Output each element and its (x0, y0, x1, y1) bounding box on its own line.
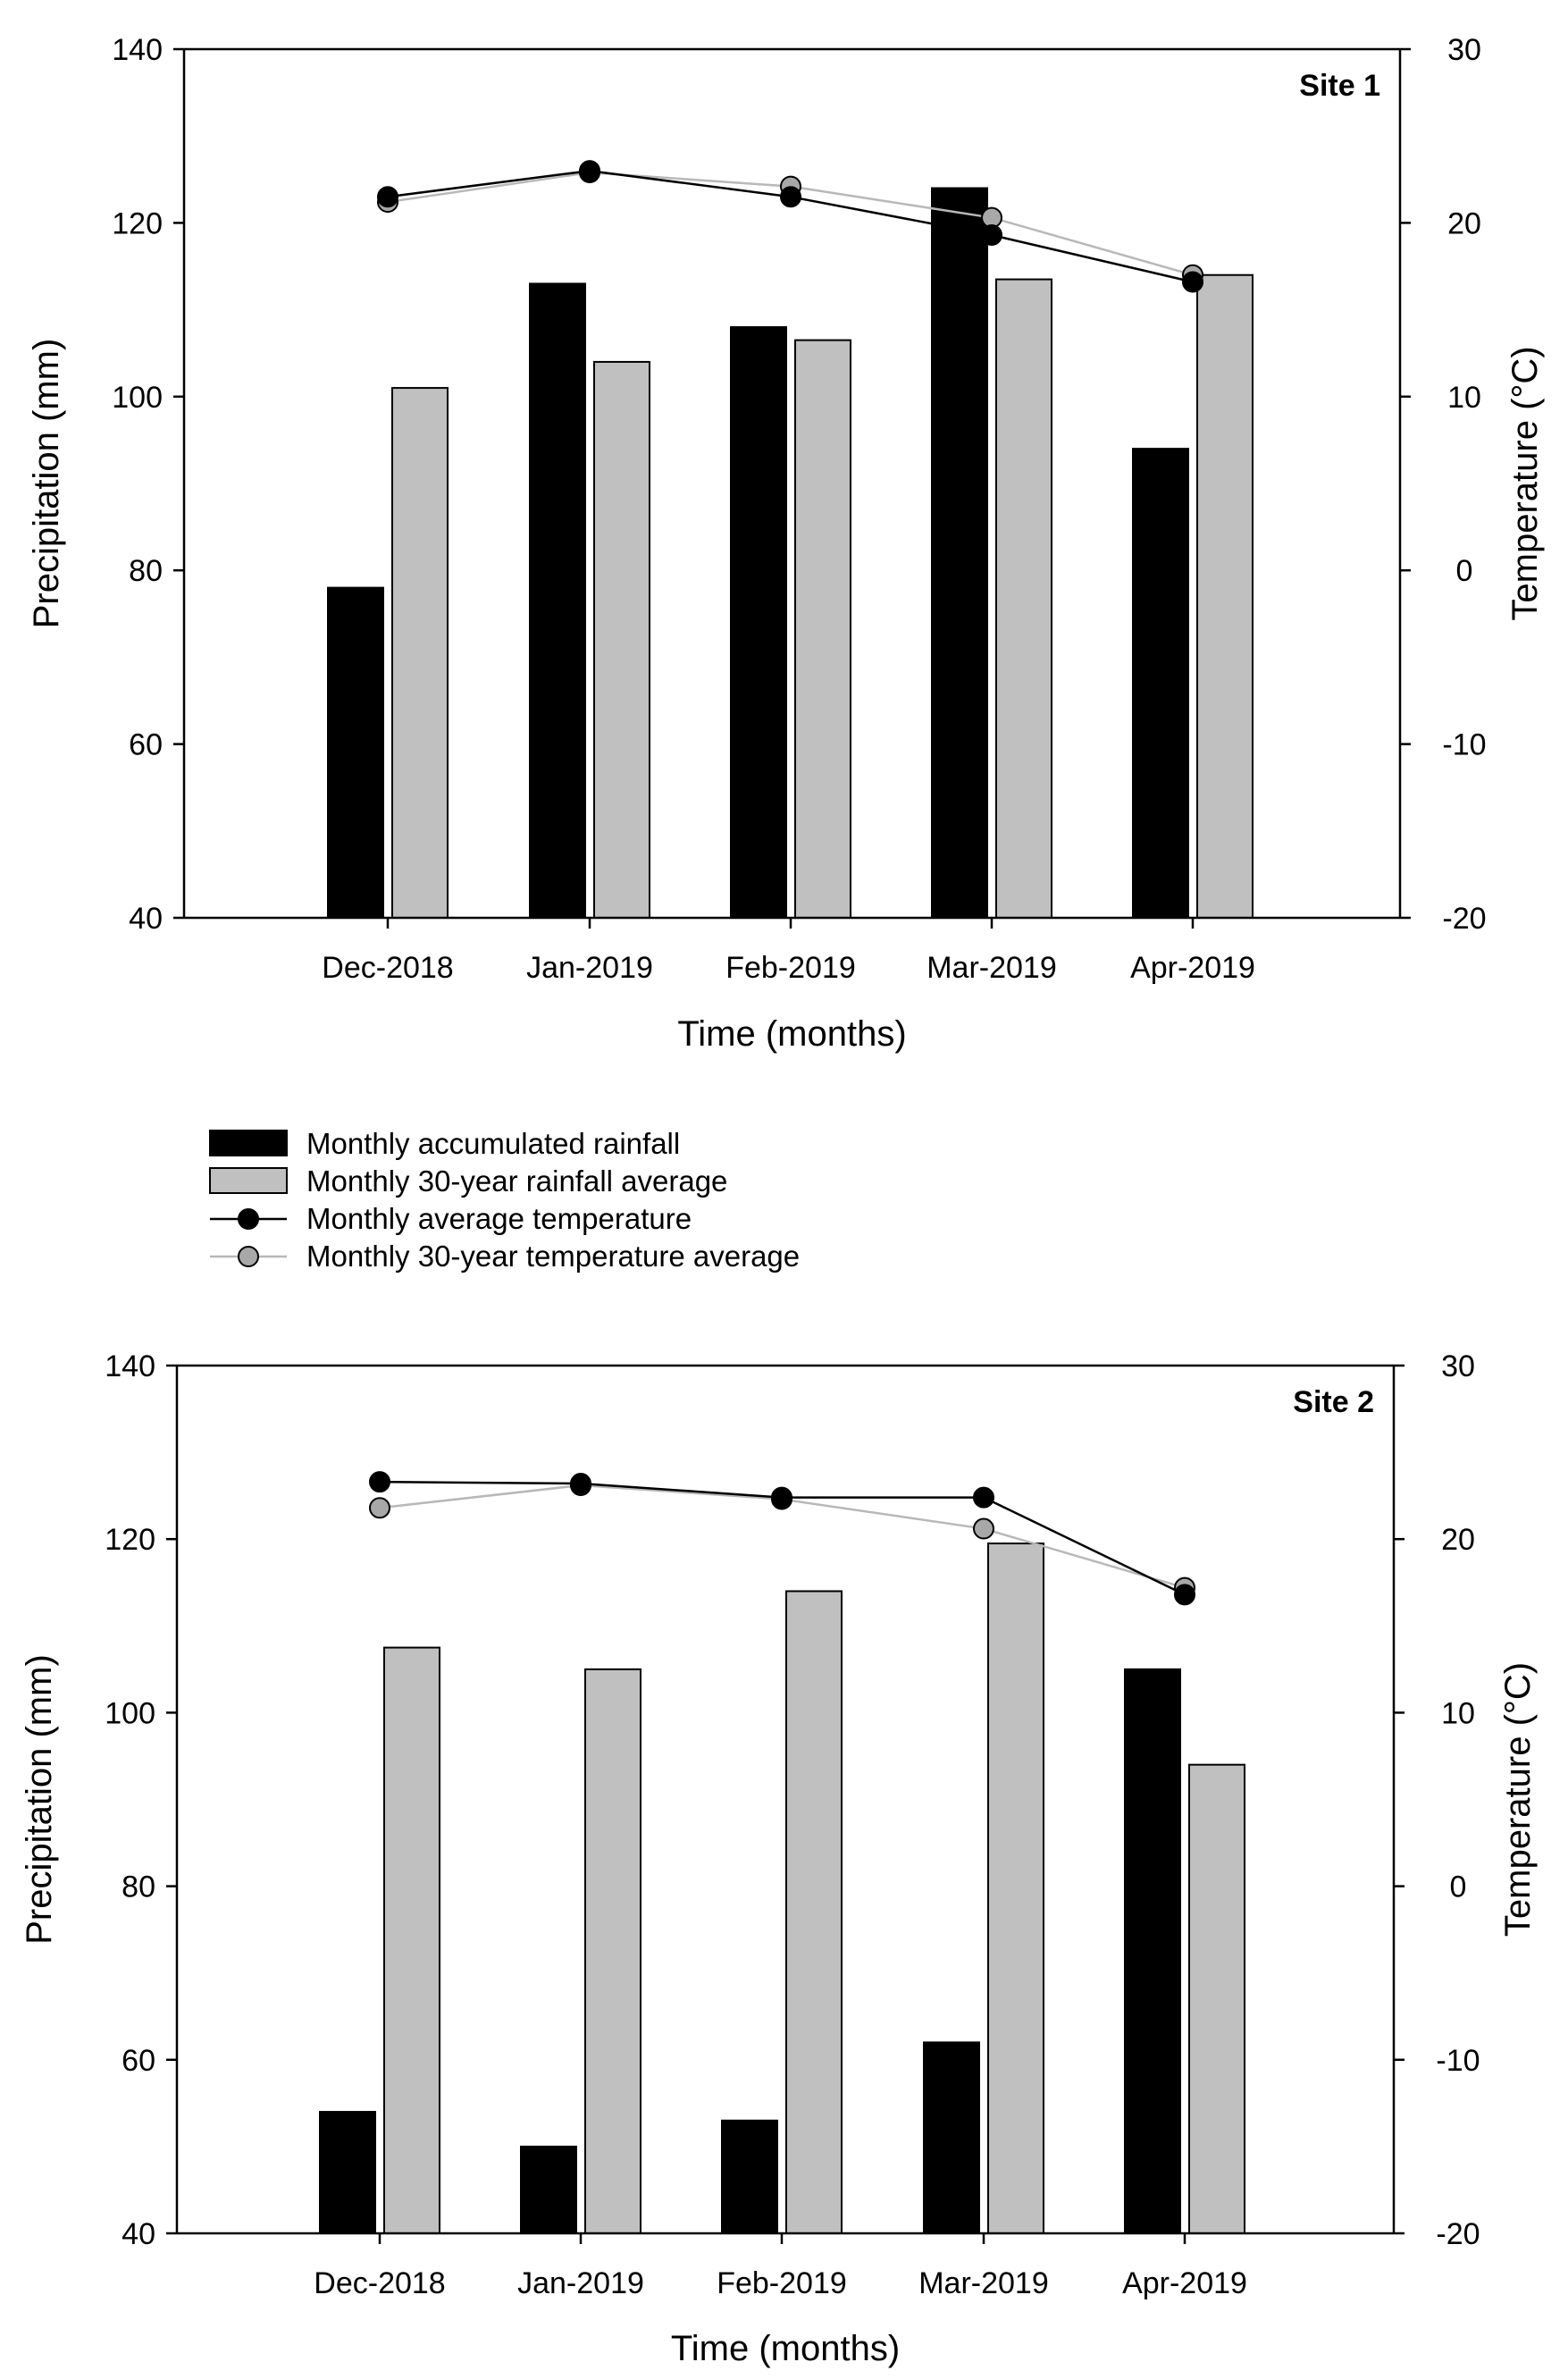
y-tick-label-right: 10 (1447, 381, 1481, 415)
y2-axis-title: Temperature (°C) (1498, 1662, 1538, 1937)
bar-rainfall-1 (529, 282, 586, 919)
bar-rainfall-1 (520, 2145, 577, 2234)
temperature-point-2 (771, 1486, 792, 1509)
y-tick-label-left: 40 (129, 902, 163, 936)
x-tick-label: Jan-2019 (517, 2266, 644, 2300)
legend-marker-temperature-average (238, 1246, 259, 1267)
y-tick-label-right: 20 (1447, 206, 1481, 240)
chart-site-1: 40 60 80 100 120 140 -20 -10 0 10 20 30 Dec-2018 Jan-… (27, 33, 1545, 1054)
legend-swatch-rainfall (209, 1130, 288, 1156)
bar-rainfall-average-1 (584, 1668, 641, 2234)
x-tick-label: Mar-2019 (927, 951, 1057, 985)
bar-rainfall-4 (1124, 1668, 1181, 2234)
y-tick-label-left: 140 (112, 33, 163, 67)
legend: Monthly accumulated rainfall Monthly 30-… (209, 1127, 800, 1273)
y-tick-label-right: -20 (1436, 2217, 1480, 2251)
x-tick-label: Jan-2019 (526, 951, 653, 985)
legend-label-temperature: Monthly average temperature (306, 1202, 692, 1235)
bar-rainfall-average-1 (593, 360, 650, 920)
legend-label-rainfall-average: Monthly 30-year rainfall average (306, 1164, 727, 1198)
x-tick-label: Apr-2019 (1122, 2266, 1247, 2300)
bar-rainfall-0 (319, 2111, 376, 2235)
legend-label-temperature-average: Monthly 30-year temperature average (306, 1240, 800, 1273)
temperature-average-point-3 (973, 1517, 994, 1540)
x-tick-label: Feb-2019 (725, 951, 856, 985)
y-tick-label-right: 10 (1441, 1696, 1475, 1730)
bar-rainfall-0 (327, 586, 384, 919)
y-tick-label-right: 0 (1456, 554, 1473, 588)
bar-rainfall-2 (730, 326, 787, 920)
bar-rainfall-average-3 (995, 278, 1052, 919)
x-tick-label: Apr-2019 (1130, 951, 1255, 985)
temperature-point-0 (377, 186, 398, 208)
temperature-point-4 (1174, 1584, 1195, 1606)
y-tick-label-left: 140 (105, 1349, 155, 1383)
bar-rainfall-average-0 (383, 1646, 440, 2234)
bar-rainfall-4 (1132, 448, 1189, 919)
chart-site-2: 40 60 80 100 120 140 -20 -10 0 10 20 30 Dec-2018 Jan-… (20, 1349, 1538, 2368)
y-tick-label-right: -10 (1436, 2044, 1480, 2078)
temperature-point-1 (570, 1473, 591, 1495)
y-tick-label-left: 100 (105, 1696, 155, 1730)
legend-label-rainfall: Monthly accumulated rainfall (306, 1127, 680, 1160)
x-tick-label: Feb-2019 (717, 2266, 847, 2300)
bar-rainfall-3 (931, 187, 988, 919)
legend-marker-temperature (238, 1208, 259, 1230)
y-tick-label-left: 80 (122, 1870, 155, 1904)
y-tick-label-left: 40 (122, 2217, 155, 2251)
temperature-point-4 (1182, 271, 1203, 293)
y-tick-label-right: 30 (1447, 33, 1481, 67)
y2-axis-title: Temperature (°C) (1505, 346, 1545, 620)
y-tick-label-right: -20 (1442, 902, 1486, 936)
site-label: Site 2 (1293, 1385, 1374, 1419)
x-axis-title: Time (months) (671, 2329, 900, 2368)
temperature-point-1 (579, 160, 600, 182)
y-axis-title: Precipitation (mm) (27, 339, 66, 629)
y-tick-label-right: 0 (1450, 1870, 1467, 1904)
y-tick-label-right: -10 (1442, 728, 1486, 762)
y-tick-label-left: 60 (122, 2044, 155, 2078)
y-tick-label-left: 120 (112, 206, 163, 240)
bar-rainfall-average-0 (391, 387, 449, 919)
x-tick-label: Mar-2019 (918, 2266, 1049, 2300)
x-tick-label: Dec-2018 (322, 951, 453, 985)
temperature-point-0 (369, 1471, 390, 1493)
site-label: Site 1 (1299, 69, 1380, 103)
bar-rainfall-2 (721, 2119, 778, 2235)
bar-rainfall-average-4 (1196, 273, 1254, 920)
y-tick-label-right: 20 (1441, 1523, 1475, 1557)
bar-rainfall-average-2 (794, 339, 851, 919)
y-axis-title: Precipitation (mm) (20, 1654, 59, 1945)
y-tick-label-left: 80 (129, 554, 163, 588)
legend-swatch-rainfall-average (209, 1167, 288, 1194)
bar-rainfall-average-3 (987, 1543, 1044, 2235)
temperature-average-point-0 (369, 1497, 390, 1519)
y-tick-label-left: 100 (112, 381, 163, 415)
bar-rainfall-average-4 (1188, 1763, 1245, 2235)
temperature-point-2 (780, 186, 801, 208)
y-tick-label-right: 30 (1441, 1349, 1475, 1383)
x-axis-title: Time (months) (677, 1014, 906, 1054)
bar-rainfall-3 (923, 2041, 980, 2234)
y-tick-label-left: 120 (105, 1523, 155, 1557)
y-tick-label-left: 60 (129, 728, 163, 762)
x-tick-label: Dec-2018 (314, 2266, 445, 2300)
bar-rainfall-average-2 (785, 1590, 843, 2234)
temperature-point-3 (981, 224, 1002, 247)
temperature-point-3 (973, 1486, 994, 1509)
